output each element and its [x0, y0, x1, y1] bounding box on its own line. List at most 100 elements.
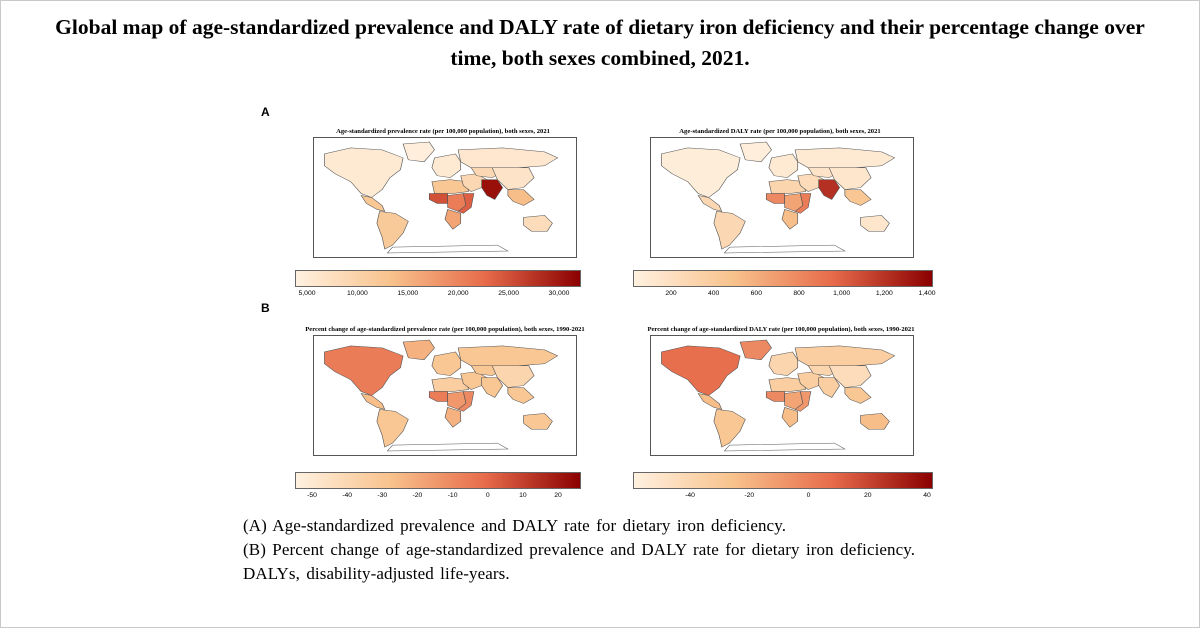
region-oceania — [523, 215, 553, 232]
colorbar-tick-label: 25,000 — [498, 290, 519, 297]
region-china — [491, 365, 535, 388]
colorbar-tick-label: -50 — [307, 492, 317, 499]
region-east-africa — [794, 193, 812, 214]
region-west-africa — [428, 193, 448, 204]
region-central-america — [360, 195, 386, 212]
region-southeast-asia — [507, 189, 535, 206]
colorbar-a1 — [295, 270, 581, 287]
caption-line-b: (B) Percent change of age-standardized p… — [243, 540, 916, 559]
region-greenland — [739, 141, 772, 163]
region-south-asia — [481, 179, 504, 200]
region-north-america — [661, 345, 741, 396]
colorbar-tick-label: 0 — [806, 492, 811, 499]
region-south-asia — [818, 377, 841, 398]
colorbar-tick-label: 20,000 — [447, 290, 469, 297]
region-oceania — [860, 215, 890, 232]
region-southern-africa — [781, 407, 799, 428]
region-greenland — [402, 141, 435, 163]
region-central-america — [697, 195, 723, 212]
colorbar-tick-label: 1,200 — [875, 290, 893, 297]
colorbar-b1 — [295, 472, 581, 489]
region-antarctica — [723, 244, 846, 254]
region-europe — [768, 153, 799, 178]
region-east-africa — [457, 193, 475, 214]
region-china — [828, 365, 872, 388]
region-south-america — [376, 211, 409, 250]
map-b1 — [313, 335, 577, 456]
colorbar-tick-label: 400 — [707, 290, 720, 297]
region-greenland — [739, 339, 772, 361]
map-b2 — [650, 335, 914, 456]
region-south-america — [713, 409, 746, 448]
region-north-america — [324, 345, 404, 396]
map-a2-title: Age-standardized DALY rate (per 100,000 … — [679, 128, 881, 135]
colorbar-b2 — [633, 472, 933, 489]
region-southern-africa — [444, 209, 462, 230]
region-europe — [431, 351, 462, 376]
map-a1 — [313, 137, 577, 258]
figure-title: Global map of age-standardized prevalenc… — [55, 15, 1145, 70]
colorbar-tick-label: 10 — [519, 492, 527, 499]
region-oceania — [523, 413, 553, 430]
map-a1-title: Age-standardized prevalence rate (per 10… — [336, 128, 550, 135]
figure-caption: (A) Age-standardized prevalence and DALY… — [243, 514, 915, 586]
colorbar-tick-label: -30 — [377, 492, 388, 499]
region-greenland — [402, 339, 435, 361]
region-antarctica — [386, 244, 509, 254]
region-china — [491, 167, 535, 190]
colorbar-tick-label: -40 — [685, 492, 695, 499]
region-east-africa — [457, 391, 475, 412]
colorbar-tick-label: -10 — [447, 492, 458, 499]
colorbar-tick-label: 0 — [485, 492, 490, 499]
region-east-africa — [794, 391, 812, 412]
region-west-africa — [765, 193, 785, 204]
colorbar-tick-label: 20 — [554, 492, 562, 499]
caption-line-abbrev: DALYs, disability-adjusted life-years. — [243, 564, 510, 583]
region-russia — [457, 147, 559, 168]
colorbar-tick-label: 1,400 — [918, 290, 936, 297]
region-central-america — [360, 393, 386, 410]
region-oceania — [860, 413, 890, 430]
colorbar-tick-label: -20 — [744, 492, 755, 499]
panel-b-label: B — [261, 301, 270, 315]
region-southern-africa — [444, 407, 462, 428]
colorbar-tick-label: 5,000 — [298, 290, 316, 297]
region-russia — [794, 147, 896, 168]
colorbar-tick-label: 15,000 — [397, 290, 419, 297]
region-europe — [768, 351, 799, 376]
region-north-america — [324, 147, 404, 198]
region-southeast-asia — [844, 189, 872, 206]
colorbar-tick-label: 600 — [750, 290, 762, 297]
region-china — [828, 167, 872, 190]
region-southeast-asia — [844, 387, 872, 404]
colorbar-tick-label: 800 — [793, 290, 805, 297]
region-west-africa — [765, 391, 785, 402]
colorbar-tick-label: 1,000 — [833, 290, 851, 297]
region-central-america — [697, 393, 723, 410]
region-south-asia — [481, 377, 504, 398]
map-b1-title: Percent change of age-standardized preva… — [305, 326, 585, 333]
colorbar-a2 — [633, 270, 933, 287]
colorbar-tick-label: 20 — [863, 492, 872, 499]
region-russia — [794, 345, 896, 366]
figure: A Age-standardized prevalence rate (per … — [255, 92, 955, 512]
region-south-america — [713, 211, 746, 250]
colorbar-tick-label: 200 — [665, 290, 677, 297]
map-b2-title: Percent change of age-standardized DALY … — [647, 326, 915, 333]
colorbar-tick-label: -20 — [412, 492, 423, 499]
region-south-asia — [818, 179, 841, 200]
region-southeast-asia — [507, 387, 535, 404]
colorbar-tick-label: -40 — [342, 492, 353, 499]
colorbar-tick-label: 40 — [923, 492, 931, 499]
region-southern-africa — [781, 209, 799, 230]
region-europe — [431, 153, 462, 178]
colorbar-tick-label: 10,000 — [346, 290, 368, 297]
region-antarctica — [723, 442, 846, 452]
panel-a-label: A — [261, 105, 270, 119]
colorbar-tick-label: 30,000 — [548, 290, 570, 297]
region-russia — [457, 345, 559, 366]
caption-line-a: (A) Age-standardized prevalence and DALY… — [243, 516, 787, 535]
region-north-america — [661, 147, 741, 198]
region-south-america — [376, 409, 409, 448]
region-west-africa — [428, 391, 448, 402]
